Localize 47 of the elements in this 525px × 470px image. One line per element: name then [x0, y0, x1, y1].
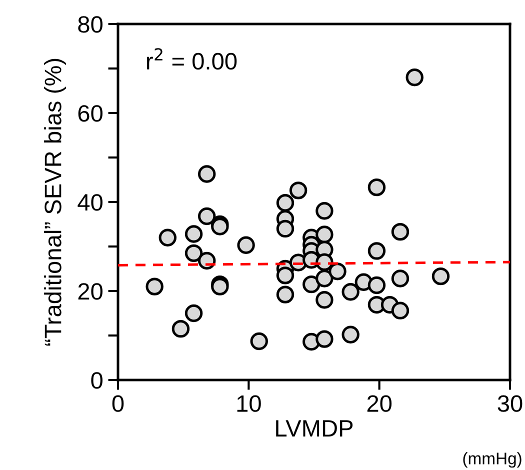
point: [250, 332, 268, 350]
point: [276, 266, 294, 284]
point: [276, 194, 294, 212]
y-tick-label: 60: [78, 105, 102, 122]
point: [406, 68, 424, 86]
y-tick-label: 40: [78, 194, 102, 211]
point: [316, 270, 334, 288]
point: [328, 262, 346, 280]
point: [184, 225, 203, 243]
point: [391, 302, 410, 320]
y-axis-title: “Traditional” SEVR bias (%): [44, 58, 66, 346]
point: [276, 220, 294, 238]
point: [158, 228, 177, 246]
point: [316, 291, 334, 309]
point: [211, 218, 229, 236]
point: [391, 270, 410, 288]
point: [172, 320, 190, 338]
point: [184, 304, 203, 322]
y-tick-label: 0: [91, 372, 102, 389]
point: [276, 286, 294, 304]
point: [184, 244, 203, 262]
y-tick-label: 80: [78, 16, 102, 33]
point: [198, 207, 216, 226]
point: [391, 222, 410, 241]
point: [342, 326, 360, 344]
y-tick-label: 20: [78, 283, 102, 300]
point: [146, 278, 164, 296]
x-axis-title: LVMDP: [276, 420, 353, 436]
point: [211, 278, 229, 296]
point: [237, 236, 255, 254]
point: [316, 226, 334, 244]
point: [432, 267, 450, 286]
annotation: r$^{2}$ = 0.00: [147, 48, 237, 70]
point: [316, 202, 334, 220]
text: (mmHg): [463, 452, 522, 468]
x-tick-label: 30: [498, 395, 522, 412]
point: [198, 165, 216, 183]
x-tick-label: 10: [237, 395, 261, 412]
point: [368, 242, 386, 260]
point: [302, 275, 320, 294]
point: [368, 276, 386, 294]
point: [316, 330, 334, 348]
x-tick-label: 0: [112, 395, 124, 412]
point: [342, 283, 360, 301]
point: [289, 182, 308, 200]
point: [368, 178, 386, 196]
x-tick-label: 20: [367, 395, 392, 412]
